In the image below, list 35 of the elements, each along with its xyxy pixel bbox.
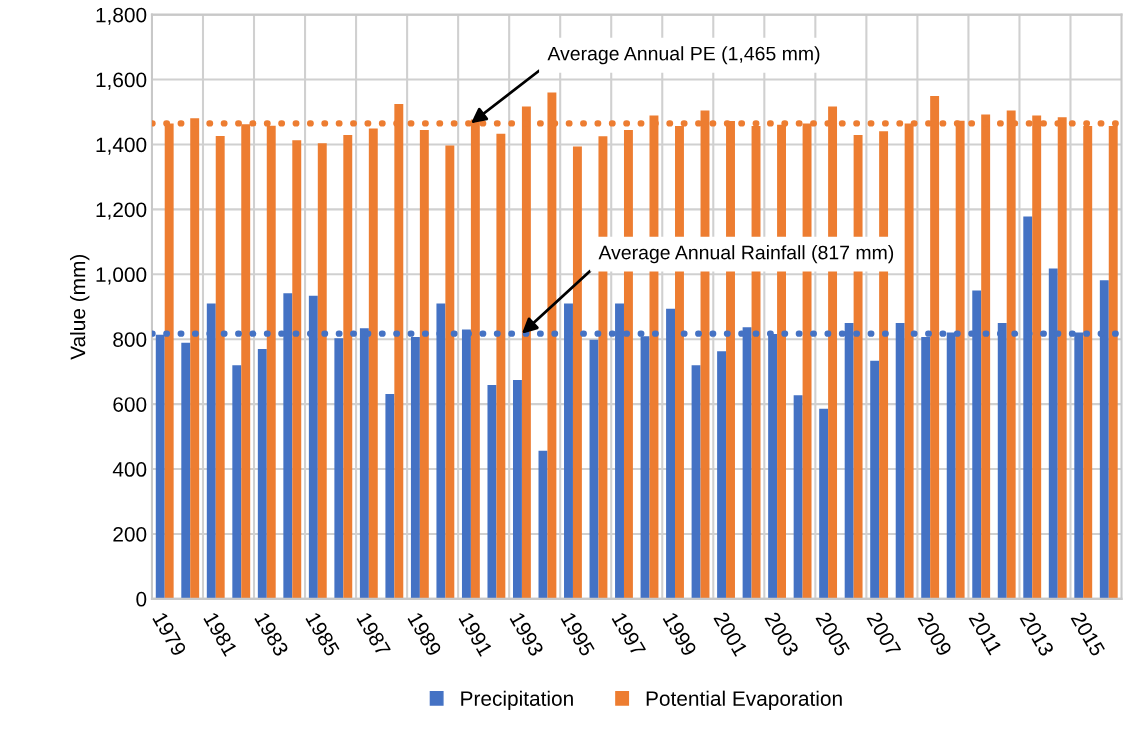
legend-label: Precipitation [461, 690, 573, 711]
bar [717, 351, 727, 599]
y-tick-label: 200 [113, 526, 147, 542]
bar [793, 395, 803, 599]
y-tick-label: 600 [113, 397, 147, 412]
bar [317, 143, 327, 599]
bar [512, 380, 522, 599]
bar [419, 129, 429, 599]
annotation: Average Annual Rainfall (817 mm) [598, 245, 894, 264]
y-tick-label: 1,200 [96, 202, 147, 220]
y-tick-label: 800 [113, 332, 147, 347]
bar [819, 408, 829, 599]
bar [496, 133, 506, 599]
bar [292, 140, 302, 599]
bar [870, 360, 880, 599]
bar [232, 365, 242, 599]
y-tick-label: 1,600 [96, 72, 147, 90]
bar [257, 348, 267, 599]
bar [691, 365, 701, 599]
y-tick-label: 1,000 [96, 267, 147, 285]
y-axis-title: Value (mm) [69, 254, 90, 360]
y-tick-label: 400 [112, 462, 147, 477]
y-tick-label: 0 [136, 591, 147, 607]
bar [181, 342, 191, 599]
y-tick-label: 1,800 [96, 7, 147, 25]
bar [368, 128, 378, 599]
annotation: Average Annual PE (1,465 mm) [547, 46, 820, 65]
bar [385, 394, 395, 599]
bar [343, 135, 353, 599]
legend-label: Potential Evaporation [646, 690, 842, 711]
bar [215, 136, 225, 599]
y-tick-label: 1,400 [96, 137, 147, 155]
bar [487, 384, 497, 599]
bar [572, 146, 582, 599]
bar [445, 145, 455, 599]
